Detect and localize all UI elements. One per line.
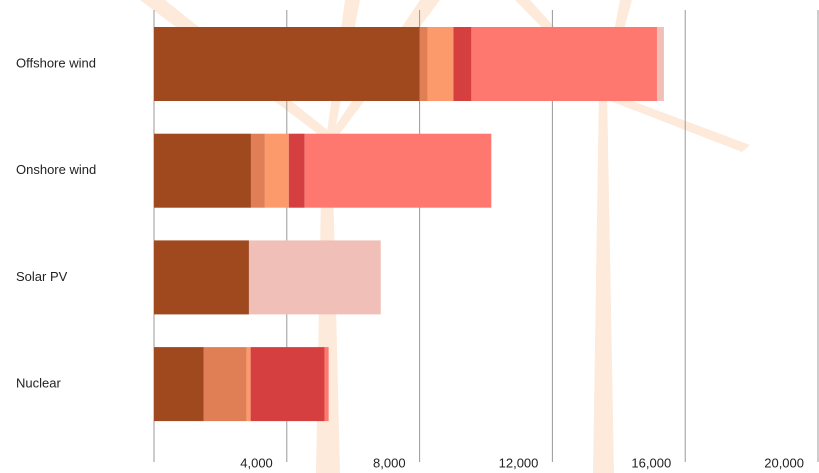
bar-segment: [250, 347, 325, 422]
y-tick-label: Onshore wind: [16, 162, 96, 177]
bar-segment: [288, 133, 305, 208]
x-tick-label: 12,000: [499, 455, 539, 470]
bar-segment: [154, 133, 251, 208]
bar-segment: [419, 27, 428, 101]
bar-segment: [324, 347, 329, 422]
x-tick-label: 4,000: [240, 455, 273, 470]
x-tick-label: 20,000: [764, 455, 804, 470]
bar-segment: [154, 240, 249, 315]
bar-segment: [304, 133, 492, 208]
y-tick-label: Nuclear: [16, 376, 61, 391]
y-tick-label: Solar PV: [16, 269, 68, 284]
bar-segment: [656, 27, 664, 101]
x-tick-label: 8,000: [373, 455, 406, 470]
bar-segment: [246, 347, 251, 422]
bar-segment: [250, 133, 265, 208]
bar-segment: [154, 347, 204, 422]
bar-segment: [203, 347, 247, 422]
bar-segment: [154, 27, 420, 101]
x-tick-label: 16,000: [631, 455, 671, 470]
bar-segment: [427, 27, 454, 101]
bar-segment: [471, 27, 657, 101]
y-tick-label: Offshore wind: [16, 55, 96, 70]
bar-segment: [248, 240, 381, 315]
bar-segment: [264, 133, 289, 208]
bar-segment: [453, 27, 472, 101]
